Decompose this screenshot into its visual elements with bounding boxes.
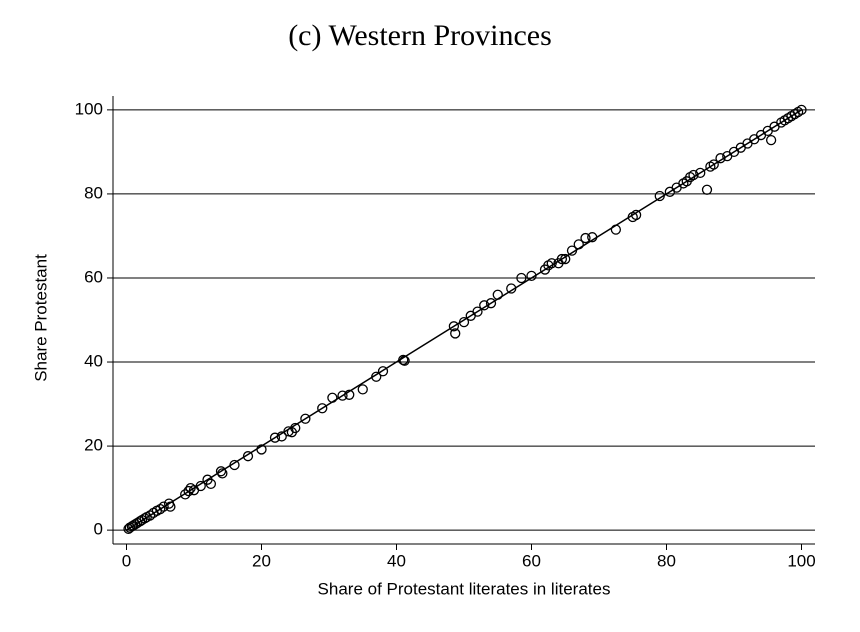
point — [506, 283, 517, 294]
point — [300, 413, 311, 424]
point — [688, 169, 699, 181]
point — [485, 298, 497, 309]
y-axis-label: Share Protestant — [31, 254, 50, 382]
point — [256, 444, 267, 455]
x-tick-label: 60 — [522, 551, 541, 570]
y-tick-label: 0 — [94, 520, 103, 539]
point — [580, 232, 591, 244]
x-tick-label: 0 — [122, 551, 131, 570]
x-tick-label: 80 — [657, 551, 676, 570]
point — [610, 224, 622, 235]
point — [587, 232, 598, 243]
point — [458, 316, 470, 328]
point — [195, 480, 206, 492]
chart-title: (c) Western Provinces — [288, 19, 552, 52]
point — [276, 431, 287, 442]
point — [765, 134, 777, 146]
point — [654, 190, 665, 202]
point — [695, 167, 706, 179]
point — [479, 300, 490, 311]
point — [327, 392, 338, 403]
point — [516, 272, 527, 284]
point — [708, 159, 719, 170]
point — [546, 258, 557, 269]
point — [560, 253, 571, 265]
point — [215, 466, 227, 477]
point — [399, 355, 410, 366]
fit-line — [126, 109, 802, 531]
point — [357, 384, 368, 395]
point — [450, 328, 461, 339]
point — [229, 459, 240, 471]
point — [630, 209, 642, 221]
x-tick-label: 100 — [787, 551, 815, 570]
x-tick-label: 40 — [387, 551, 406, 570]
y-tick-label: 80 — [84, 183, 103, 202]
point — [796, 104, 807, 116]
y-tick-label: 60 — [84, 267, 103, 286]
point — [492, 289, 503, 300]
point — [205, 478, 217, 490]
point — [526, 270, 537, 282]
y-tick-label: 100 — [75, 99, 103, 118]
point — [337, 390, 348, 401]
point — [183, 485, 194, 497]
point — [573, 239, 584, 250]
point — [371, 371, 382, 382]
point — [180, 489, 191, 500]
point — [242, 451, 254, 462]
point — [290, 422, 301, 434]
point — [472, 306, 483, 317]
x-tick-label: 20 — [252, 551, 271, 570]
point — [701, 184, 713, 195]
point — [377, 366, 389, 377]
point — [317, 403, 328, 414]
point — [269, 432, 281, 443]
x-axis-label: Share of Protestant literates in literat… — [318, 579, 611, 598]
point — [217, 468, 228, 479]
point — [165, 501, 176, 512]
point — [139, 513, 150, 524]
point — [155, 503, 166, 515]
point — [715, 153, 726, 164]
point — [398, 354, 409, 366]
point — [448, 321, 460, 332]
y-tick-label: 20 — [84, 436, 103, 455]
point — [344, 389, 355, 400]
point — [158, 501, 169, 512]
point — [556, 253, 568, 265]
y-tick-label: 40 — [84, 352, 103, 371]
point — [566, 245, 578, 256]
